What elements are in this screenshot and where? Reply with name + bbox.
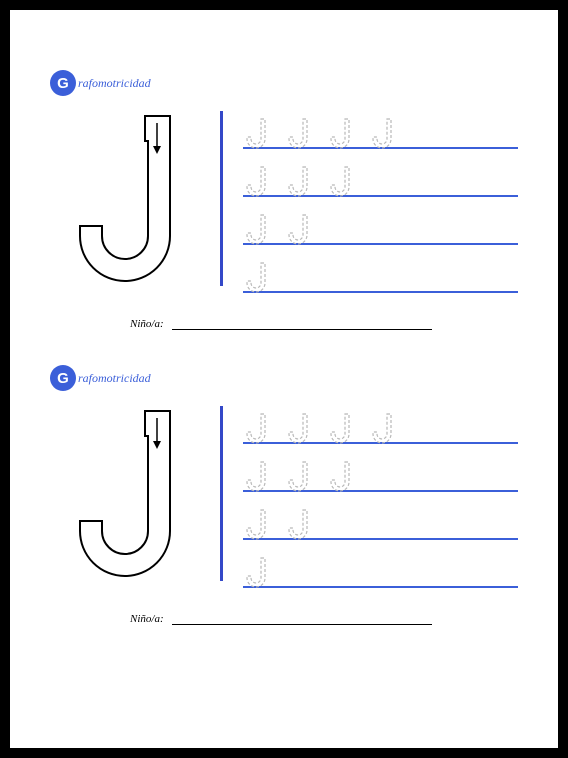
practice-lines [243,406,518,588]
trace-letter-j [243,117,271,149]
trace-letter-j [243,165,271,197]
big-letter-j [70,111,200,286]
vertical-divider [220,111,223,286]
trace-letter-j [369,117,397,149]
header-text: rafomotricidad [78,371,151,386]
worksheet-page: G rafomotricidad [10,10,558,748]
trace-letter-j [243,508,271,540]
practice-lines [243,111,518,293]
header-circle: G [50,70,76,96]
worksheet-section: G rafomotricidad [50,70,518,330]
name-line [172,624,432,625]
name-line [172,329,432,330]
trace-letter-j [327,117,355,149]
worksheet-header: G rafomotricidad [50,365,518,391]
trace-letter-j [327,165,355,197]
trace-letter-j [285,165,313,197]
trace-letter-j [369,412,397,444]
practice-line [243,558,518,588]
trace-letter-j [243,460,271,492]
name-label: Niño/a: [130,613,164,625]
name-row: Niño/a: [50,318,518,330]
trace-letter-j [243,412,271,444]
trace-letter-j [327,460,355,492]
practice-line [243,510,518,540]
trace-letter-j [285,412,313,444]
practice-line [243,462,518,492]
trace-letter-j [285,117,313,149]
trace-letter-j [285,508,313,540]
content-row [50,111,518,293]
content-row [50,406,518,588]
trace-letter-j [243,556,271,588]
vertical-divider [220,406,223,581]
header-text: rafomotricidad [78,76,151,91]
practice-line [243,119,518,149]
name-label: Niño/a: [130,318,164,330]
worksheet-section: G rafomotricidad [50,365,518,625]
trace-letter-j [243,261,271,293]
practice-line [243,215,518,245]
trace-letter-j [285,460,313,492]
worksheet-header: G rafomotricidad [50,70,518,96]
trace-letter-j [327,412,355,444]
practice-line [243,263,518,293]
practice-line [243,167,518,197]
name-row: Niño/a: [50,613,518,625]
big-letter-j [70,406,200,581]
header-circle: G [50,365,76,391]
trace-letter-j [285,213,313,245]
practice-line [243,414,518,444]
trace-letter-j [243,213,271,245]
